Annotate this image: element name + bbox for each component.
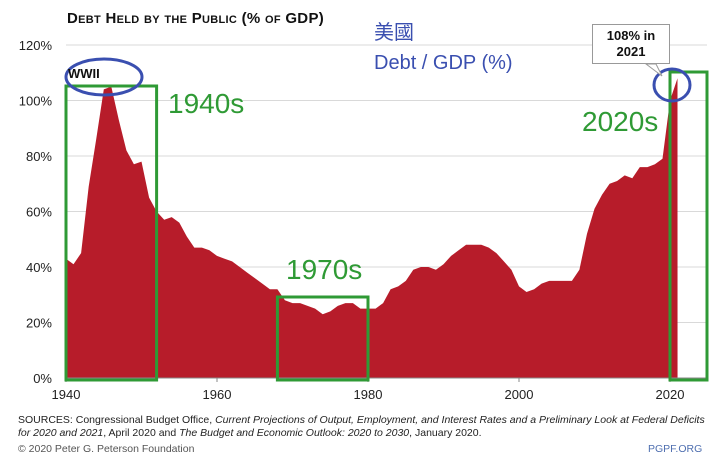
peak-2021-ellipse (652, 67, 692, 103)
y-tick-label: 0% (33, 371, 52, 386)
callout-line1: 108% in (606, 28, 656, 43)
wwii-label: WWII (68, 66, 100, 81)
annotation-ellipses (64, 57, 692, 103)
y-tick-label: 60% (26, 205, 52, 220)
x-tick-label: 2000 (505, 387, 534, 402)
callout-line2: 2021 (616, 44, 646, 59)
x-tick-label: 1940 (52, 387, 81, 402)
debt-area (66, 78, 678, 379)
debt-area-series (66, 78, 678, 379)
highlight-box-1940s (64, 84, 159, 382)
x-tick-label: 1980 (354, 387, 383, 402)
site-link[interactable]: PGPF.ORG (648, 443, 703, 455)
sources-note: SOURCES: Congressional Budget Office, Cu… (18, 414, 708, 440)
callout-box: 108% in 2021 (592, 24, 670, 64)
sources-title1: Current Projections of Output, Employmen… (18, 414, 705, 439)
country-label: 美國 (374, 20, 414, 44)
sources-title2: The Budget and Economic Outlook: 2020 to… (179, 427, 410, 439)
x-tick-label: 1960 (203, 387, 232, 402)
highlight-box-2020s (668, 70, 709, 382)
callout-pointer (644, 63, 663, 77)
highlight-box-1970s (275, 295, 370, 382)
sources-mid: , April 2020 and (103, 427, 180, 439)
highlights (64, 70, 709, 382)
chart-subtitle: Debt / GDP (%) (374, 52, 513, 74)
y-tick-label: 80% (26, 149, 52, 164)
decade-label-2020s: 2020s (582, 106, 659, 137)
y-tick-label: 20% (26, 316, 52, 331)
sources-prefix: SOURCES: Congressional Budget Office, (18, 414, 216, 426)
y-tick-label: 40% (26, 260, 52, 275)
chart-title: Debt Held by the Public (% of GDP) (67, 10, 325, 27)
axes: 0% 20% 40% 60% 80% 100% 120% 1940 1960 1980 2000 20… (19, 38, 707, 402)
y-tick-label: 120% (19, 38, 53, 53)
wwii-ellipse (64, 57, 144, 97)
x-tick-label: 2020 (656, 387, 685, 402)
copyright: © 2020 Peter G. Peterson Foundation (18, 443, 195, 455)
y-tick-label: 100% (19, 94, 53, 109)
decade-label-1970s: 1970s (286, 254, 363, 285)
decade-label-1940s: 1940s (168, 88, 245, 119)
sources-suffix: , January 2020. (409, 427, 482, 439)
